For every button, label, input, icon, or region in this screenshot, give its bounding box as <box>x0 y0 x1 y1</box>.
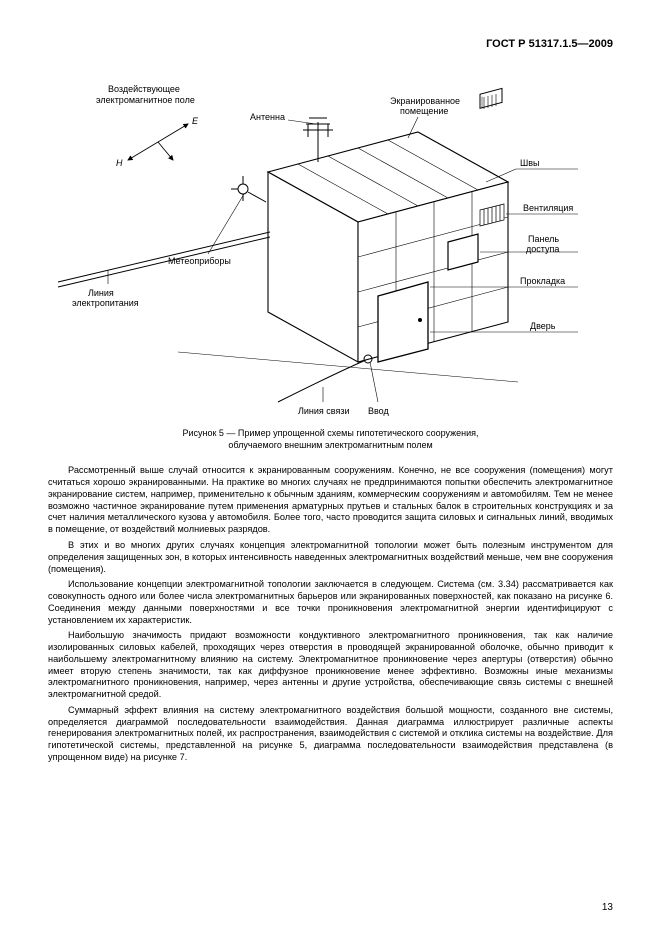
field-axes: E H <box>116 116 199 168</box>
label-antenna: Антенна <box>250 112 285 122</box>
building <box>268 88 508 362</box>
page-number: 13 <box>602 902 613 913</box>
figure-caption: Рисунок 5 — Пример упрощенной схемы гипо… <box>48 428 613 451</box>
body-text: Рассмотренный выше случай относится к эк… <box>48 465 613 763</box>
paragraph-5: Суммарный эффект влияния на систему элек… <box>48 705 613 764</box>
label-seams: Швы <box>520 158 540 168</box>
label-door: Дверь <box>530 321 556 331</box>
caption-line1: Рисунок 5 — Пример упрощенной схемы гипо… <box>182 428 478 438</box>
label-field-line1: Воздействующее <box>108 84 180 94</box>
label-field-line2: электромагнитное поле <box>96 95 195 105</box>
label-shielded-line2: помещение <box>400 106 448 116</box>
figure-5: Воздействующее электромагнитное поле E H <box>48 62 613 422</box>
paragraph-4: Наибольшую значимость придают возможност… <box>48 630 613 701</box>
page: ГОСТ Р 51317.1.5—2009 Воздействующее эле… <box>0 0 661 935</box>
caption-line2: облучаемого внешним электромагнитным пол… <box>228 440 432 450</box>
label-panel-line1: Панель <box>528 234 559 244</box>
power-line <box>58 232 270 287</box>
ventilation <box>480 88 502 108</box>
axis-e: E <box>192 116 199 126</box>
label-panel-line2: доступа <box>526 244 559 254</box>
label-power-line1: Линия <box>88 288 114 298</box>
label-ventilation: Вентиляция <box>523 203 573 213</box>
header-standard: ГОСТ Р 51317.1.5—2009 <box>48 38 613 50</box>
paragraph-2: В этих и во многих других случаях концеп… <box>48 540 613 575</box>
meteo <box>231 176 266 202</box>
label-shielded-line1: Экранированное <box>390 96 460 106</box>
door <box>378 282 428 362</box>
label-comm: Линия связи <box>298 406 350 416</box>
label-power-line2: электропитания <box>72 298 139 308</box>
paragraph-3: Использование концепции электромагнитной… <box>48 579 613 626</box>
paragraph-1: Рассмотренный выше случай относится к эк… <box>48 465 613 536</box>
label-inlet: Ввод <box>368 406 389 416</box>
axis-h: H <box>116 158 123 168</box>
label-meteo: Метеоприборы <box>168 256 231 266</box>
label-gasket: Прокладка <box>520 276 565 286</box>
